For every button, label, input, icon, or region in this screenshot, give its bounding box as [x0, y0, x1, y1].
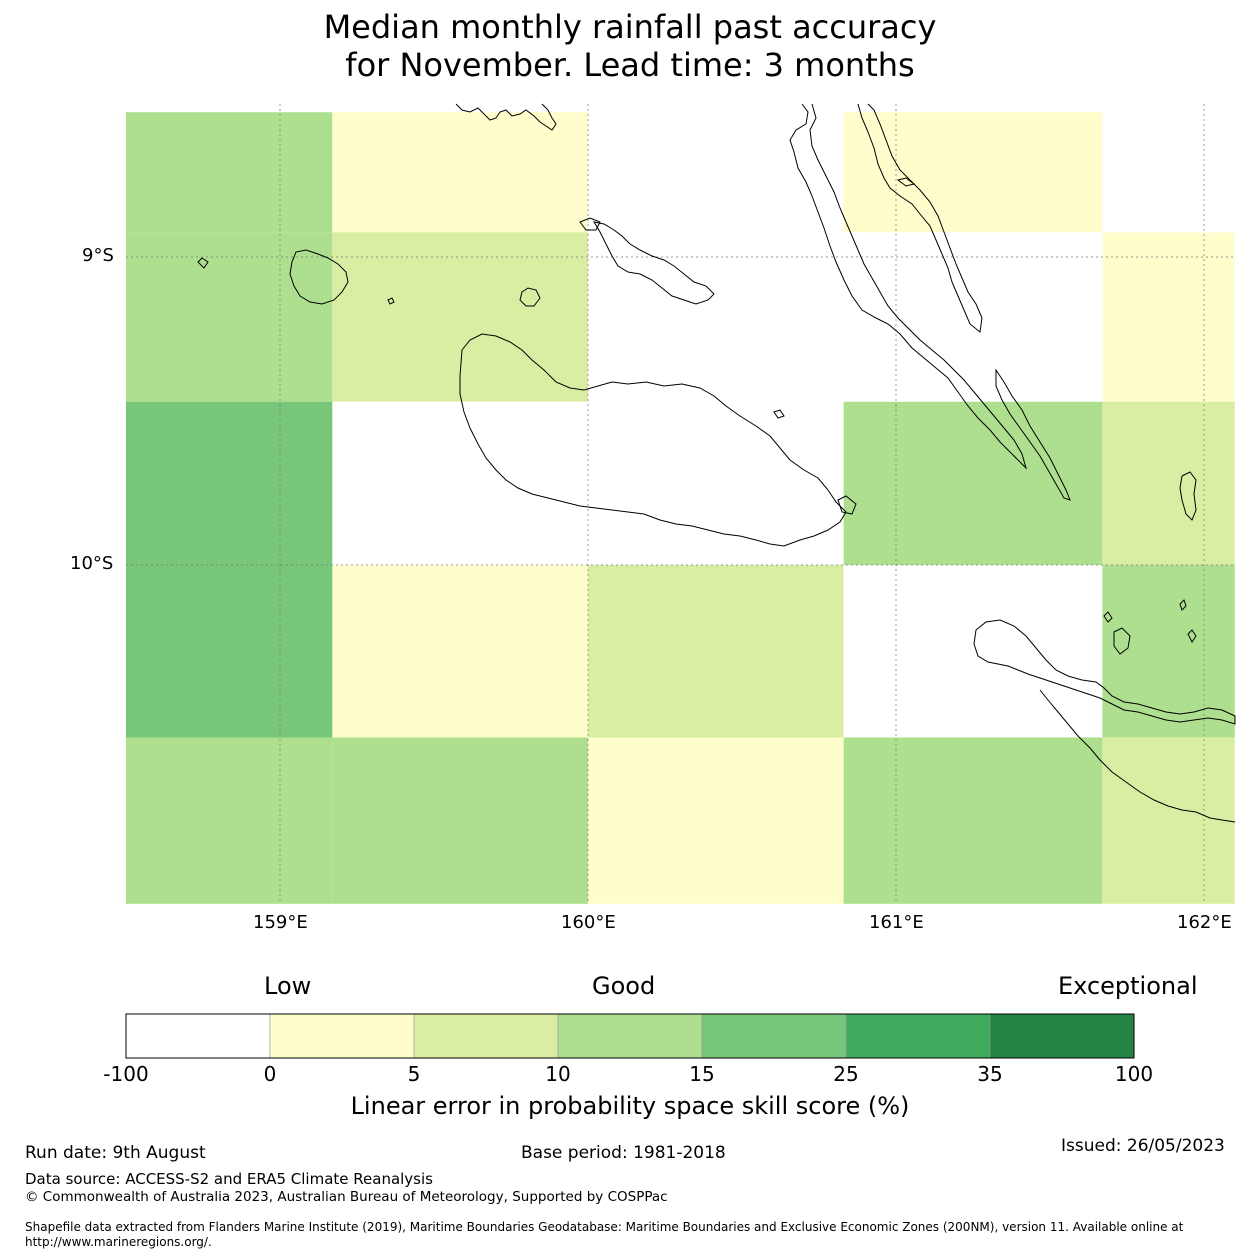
graticule-lines	[126, 104, 1235, 904]
colorbar-bin	[989, 1013, 1135, 1059]
colorbar-tick: 25	[833, 1062, 859, 1086]
colorbar-tick: 5	[407, 1062, 421, 1086]
colorbar-bin	[413, 1013, 559, 1059]
grid-cell	[843, 565, 1103, 738]
island-santa-isabel-north	[857, 103, 983, 333]
lat-tick-9s: 9°S	[82, 245, 114, 266]
grid-cell	[588, 232, 844, 402]
skill-grid-cells	[126, 112, 1235, 904]
islet-nggela-west	[579, 217, 601, 231]
grid-cell	[1102, 737, 1235, 904]
grid-cell	[588, 112, 844, 233]
grid-cell	[126, 737, 333, 904]
colorbar-tick: 100	[1114, 1062, 1154, 1086]
coastlines	[197, 103, 1236, 823]
island-nggela	[592, 221, 715, 305]
islet-near-malaita	[1179, 471, 1197, 521]
lat-tick-10s: 10°S	[70, 553, 114, 574]
island-russell-group	[289, 249, 349, 305]
map-title-line-1: Median monthly rainfall past accuracy	[323, 8, 937, 46]
island-makira-south	[1039, 689, 1236, 823]
grid-cell	[843, 232, 1103, 402]
colorbar-label: Linear error in probability space skill …	[350, 1092, 910, 1120]
islet-small-3	[1187, 629, 1197, 643]
lon-tick-160e: 160°E	[561, 912, 616, 933]
lon-tick-161e: 161°E	[869, 912, 924, 933]
lon-tick-162e: 162°E	[1177, 912, 1232, 933]
islet-east-guadalcanal	[837, 495, 857, 515]
grid-cell	[588, 401, 844, 565]
grid-cell	[332, 401, 588, 565]
grid-cell	[1102, 232, 1235, 402]
colorbar-bin	[125, 1013, 271, 1059]
islet-small-2	[1179, 599, 1187, 611]
islet-small-1	[1103, 611, 1113, 623]
colorbar-bin	[701, 1013, 847, 1059]
colorbar-frame	[125, 1013, 1135, 1059]
colorbar-head-low: Low	[264, 972, 312, 1000]
grid-cell	[1102, 401, 1235, 565]
colorbar-tick: 10	[545, 1062, 571, 1086]
colorbar-bins	[125, 1013, 1135, 1059]
island-santa-isabel-west	[455, 103, 557, 131]
base-period: Base period: 1981-2018	[521, 1143, 726, 1163]
colorbar-bin	[845, 1013, 991, 1059]
islet-near-9s-1	[387, 297, 395, 305]
grid-cell	[126, 112, 333, 233]
grid-cell	[588, 737, 844, 904]
colorbar-head-good: Good	[592, 972, 656, 1000]
grid-cell	[126, 232, 333, 402]
island-santa-isabel-tip	[995, 368, 1071, 501]
island-guadalcanal	[459, 333, 847, 547]
lon-tick-159e: 159°E	[253, 912, 308, 933]
islet-west	[197, 257, 209, 269]
grid-cell	[843, 737, 1103, 904]
islet-near-9s-2	[773, 409, 785, 419]
colorbar-head-exceptional: Exceptional	[1058, 972, 1198, 1000]
shapefile-credit-line-2: http://www.marineregions.org/.	[25, 1235, 212, 1249]
grid-cell	[843, 112, 1103, 233]
issued-date: Issued: 26/05/2023	[1061, 1136, 1225, 1156]
colorbar-bin	[557, 1013, 703, 1059]
copyright: © Commonwealth of Australia 2023, Austra…	[25, 1189, 668, 1205]
islet-ulawa	[1113, 627, 1131, 655]
colorbar-tick: 35	[977, 1062, 1003, 1086]
colorbar-tick: -100	[103, 1062, 149, 1086]
colorbar-tick: 0	[263, 1062, 277, 1086]
grid-cell	[126, 401, 333, 565]
grid-cell	[332, 565, 588, 738]
grid-cell	[843, 401, 1103, 565]
run-date: Run date: 9th August	[25, 1143, 206, 1163]
island-makira	[973, 619, 1236, 725]
grid-cell	[1102, 112, 1235, 233]
islet-savo	[519, 287, 541, 307]
island-santa-isabel-east	[789, 103, 1028, 470]
islet-north-santa-isabel	[896, 177, 916, 187]
colorbar-tick: 15	[689, 1062, 715, 1086]
shapefile-credit-line-1: Shapefile data extracted from Flanders M…	[25, 1220, 1184, 1234]
data-source: Data source: ACCESS-S2 and ERA5 Climate …	[25, 1170, 433, 1188]
grid-cell	[588, 565, 844, 738]
grid-cell	[332, 737, 588, 904]
colorbar-bin	[269, 1013, 415, 1059]
map-title-line-2: for November. Lead time: 3 months	[345, 46, 915, 84]
grid-cell	[332, 112, 588, 233]
skill-map	[126, 103, 1236, 904]
grid-cell	[1102, 565, 1235, 738]
grid-cell	[126, 565, 333, 738]
